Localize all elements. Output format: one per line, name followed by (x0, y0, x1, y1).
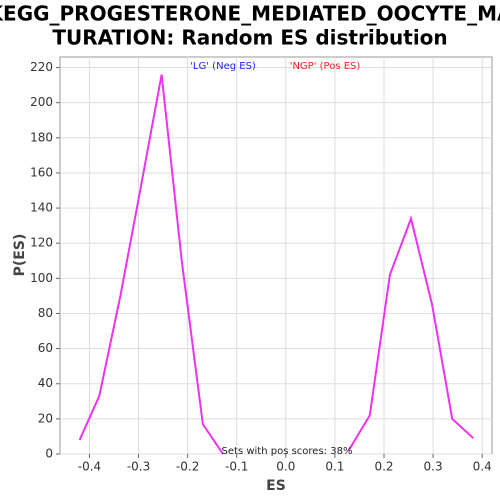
y-tick-label: 200 (30, 95, 53, 109)
y-tick-label: 120 (30, 236, 53, 250)
x-tick-label: -0.4 (78, 460, 101, 474)
x-tick-label: 0.2 (374, 460, 393, 474)
chart-title: KEGG_PROGESTERONE_MEDIATED_OOCYTE_MA (0, 2, 500, 26)
y-tick-label: 180 (30, 130, 53, 144)
y-tick-label: 60 (38, 341, 53, 355)
x-tick-label: -0.2 (176, 460, 199, 474)
x-axis-label: ES (266, 478, 286, 494)
x-tick-label: -0.3 (127, 460, 150, 474)
y-tick-label: 140 (30, 201, 53, 215)
y-tick-label: 160 (30, 165, 53, 179)
chart-title: TURATION: Random ES distribution (52, 26, 447, 50)
y-tick-label: 20 (38, 411, 53, 425)
x-tick-label: 0.1 (325, 460, 344, 474)
annotation: Sets with pos scores: 38% (222, 446, 353, 457)
plot-area (59, 56, 493, 455)
annotation: 'LG' (Neg ES) (190, 61, 256, 72)
annotation: 'NGP' (Pos ES) (290, 61, 361, 72)
x-tick-label: 0.0 (276, 460, 295, 474)
line (347, 215, 475, 452)
x-tick-label: -0.1 (225, 460, 248, 474)
y-tick-label: 220 (30, 60, 53, 74)
y-tick-label: 40 (38, 376, 53, 390)
y-tick-label: 0 (45, 447, 53, 461)
line (78, 74, 224, 455)
x-tick-label: 0.3 (424, 460, 443, 474)
y-tick-label: 100 (30, 271, 53, 285)
y-axis-label: P(ES) (12, 234, 28, 277)
y-tick-label: 80 (38, 306, 53, 320)
x-tick-label: 0.4 (473, 460, 492, 474)
